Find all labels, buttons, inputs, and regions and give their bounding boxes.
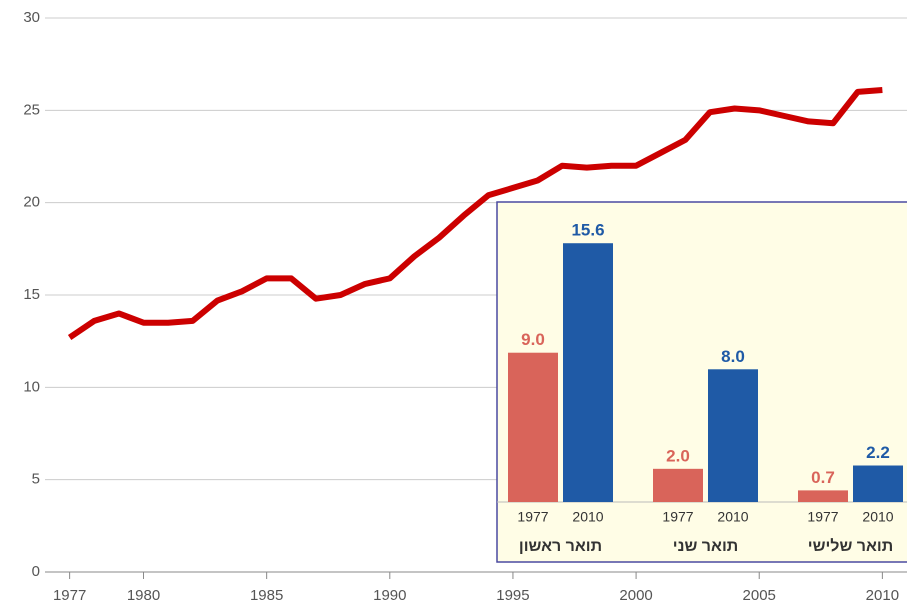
x-tick-label: 1985 — [250, 587, 283, 604]
category-label: תואר שלישי — [808, 537, 893, 555]
bar — [563, 243, 613, 503]
y-tick-label: 5 — [32, 471, 40, 488]
bar — [853, 465, 903, 502]
y-tick-label: 15 — [23, 286, 40, 303]
x-tick-label: 1980 — [127, 587, 160, 604]
value-label: 2.2 — [866, 443, 890, 462]
x-tick-label: 1995 — [496, 587, 529, 604]
category-label: תואר ראשון — [519, 538, 602, 555]
y-tick-label: 25 — [23, 101, 40, 118]
y-tick-label: 20 — [23, 194, 40, 211]
y-tick-label: 10 — [23, 378, 40, 395]
x-tick-label: 2005 — [743, 587, 776, 604]
y-tick-label: 30 — [23, 9, 40, 26]
bar — [798, 490, 848, 502]
category-label: תואר שני — [673, 538, 739, 555]
x-tick-label: 2000 — [619, 587, 652, 604]
bar — [653, 468, 703, 502]
x-tick-label: 1990 — [373, 587, 406, 604]
value-label: 15.6 — [571, 221, 604, 240]
series-label: 1977 — [662, 509, 693, 525]
y-tick-label: 0 — [32, 563, 40, 580]
series-label: 2010 — [862, 509, 893, 525]
data-line — [67, 87, 883, 340]
value-label: 0.7 — [811, 468, 835, 487]
inset-panel — [496, 201, 907, 563]
bar — [508, 352, 558, 502]
series-label: 1977 — [807, 509, 838, 525]
value-label: 2.0 — [666, 446, 690, 465]
bar — [708, 369, 758, 502]
x-tick-label: 2010 — [866, 587, 899, 604]
series-label: 2010 — [572, 509, 603, 525]
series-label: 1977 — [517, 509, 548, 525]
x-tick-label: 1977 — [53, 587, 86, 604]
value-label: 9.0 — [521, 330, 545, 349]
series-label: 2010 — [717, 509, 748, 525]
value-label: 8.0 — [721, 347, 745, 366]
